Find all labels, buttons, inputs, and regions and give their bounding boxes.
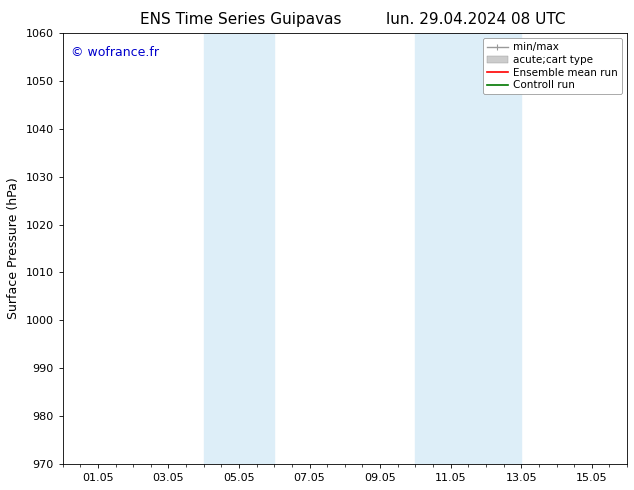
Legend: min/max, acute;cart type, Ensemble mean run, Controll run: min/max, acute;cart type, Ensemble mean … <box>482 38 622 95</box>
Text: © wofrance.fr: © wofrance.fr <box>71 46 159 59</box>
Bar <box>204 33 275 464</box>
Text: ENS Time Series Guipavas: ENS Time Series Guipavas <box>140 12 342 27</box>
Text: lun. 29.04.2024 08 UTC: lun. 29.04.2024 08 UTC <box>385 12 566 27</box>
Bar <box>415 33 521 464</box>
Y-axis label: Surface Pressure (hPa): Surface Pressure (hPa) <box>7 178 20 319</box>
